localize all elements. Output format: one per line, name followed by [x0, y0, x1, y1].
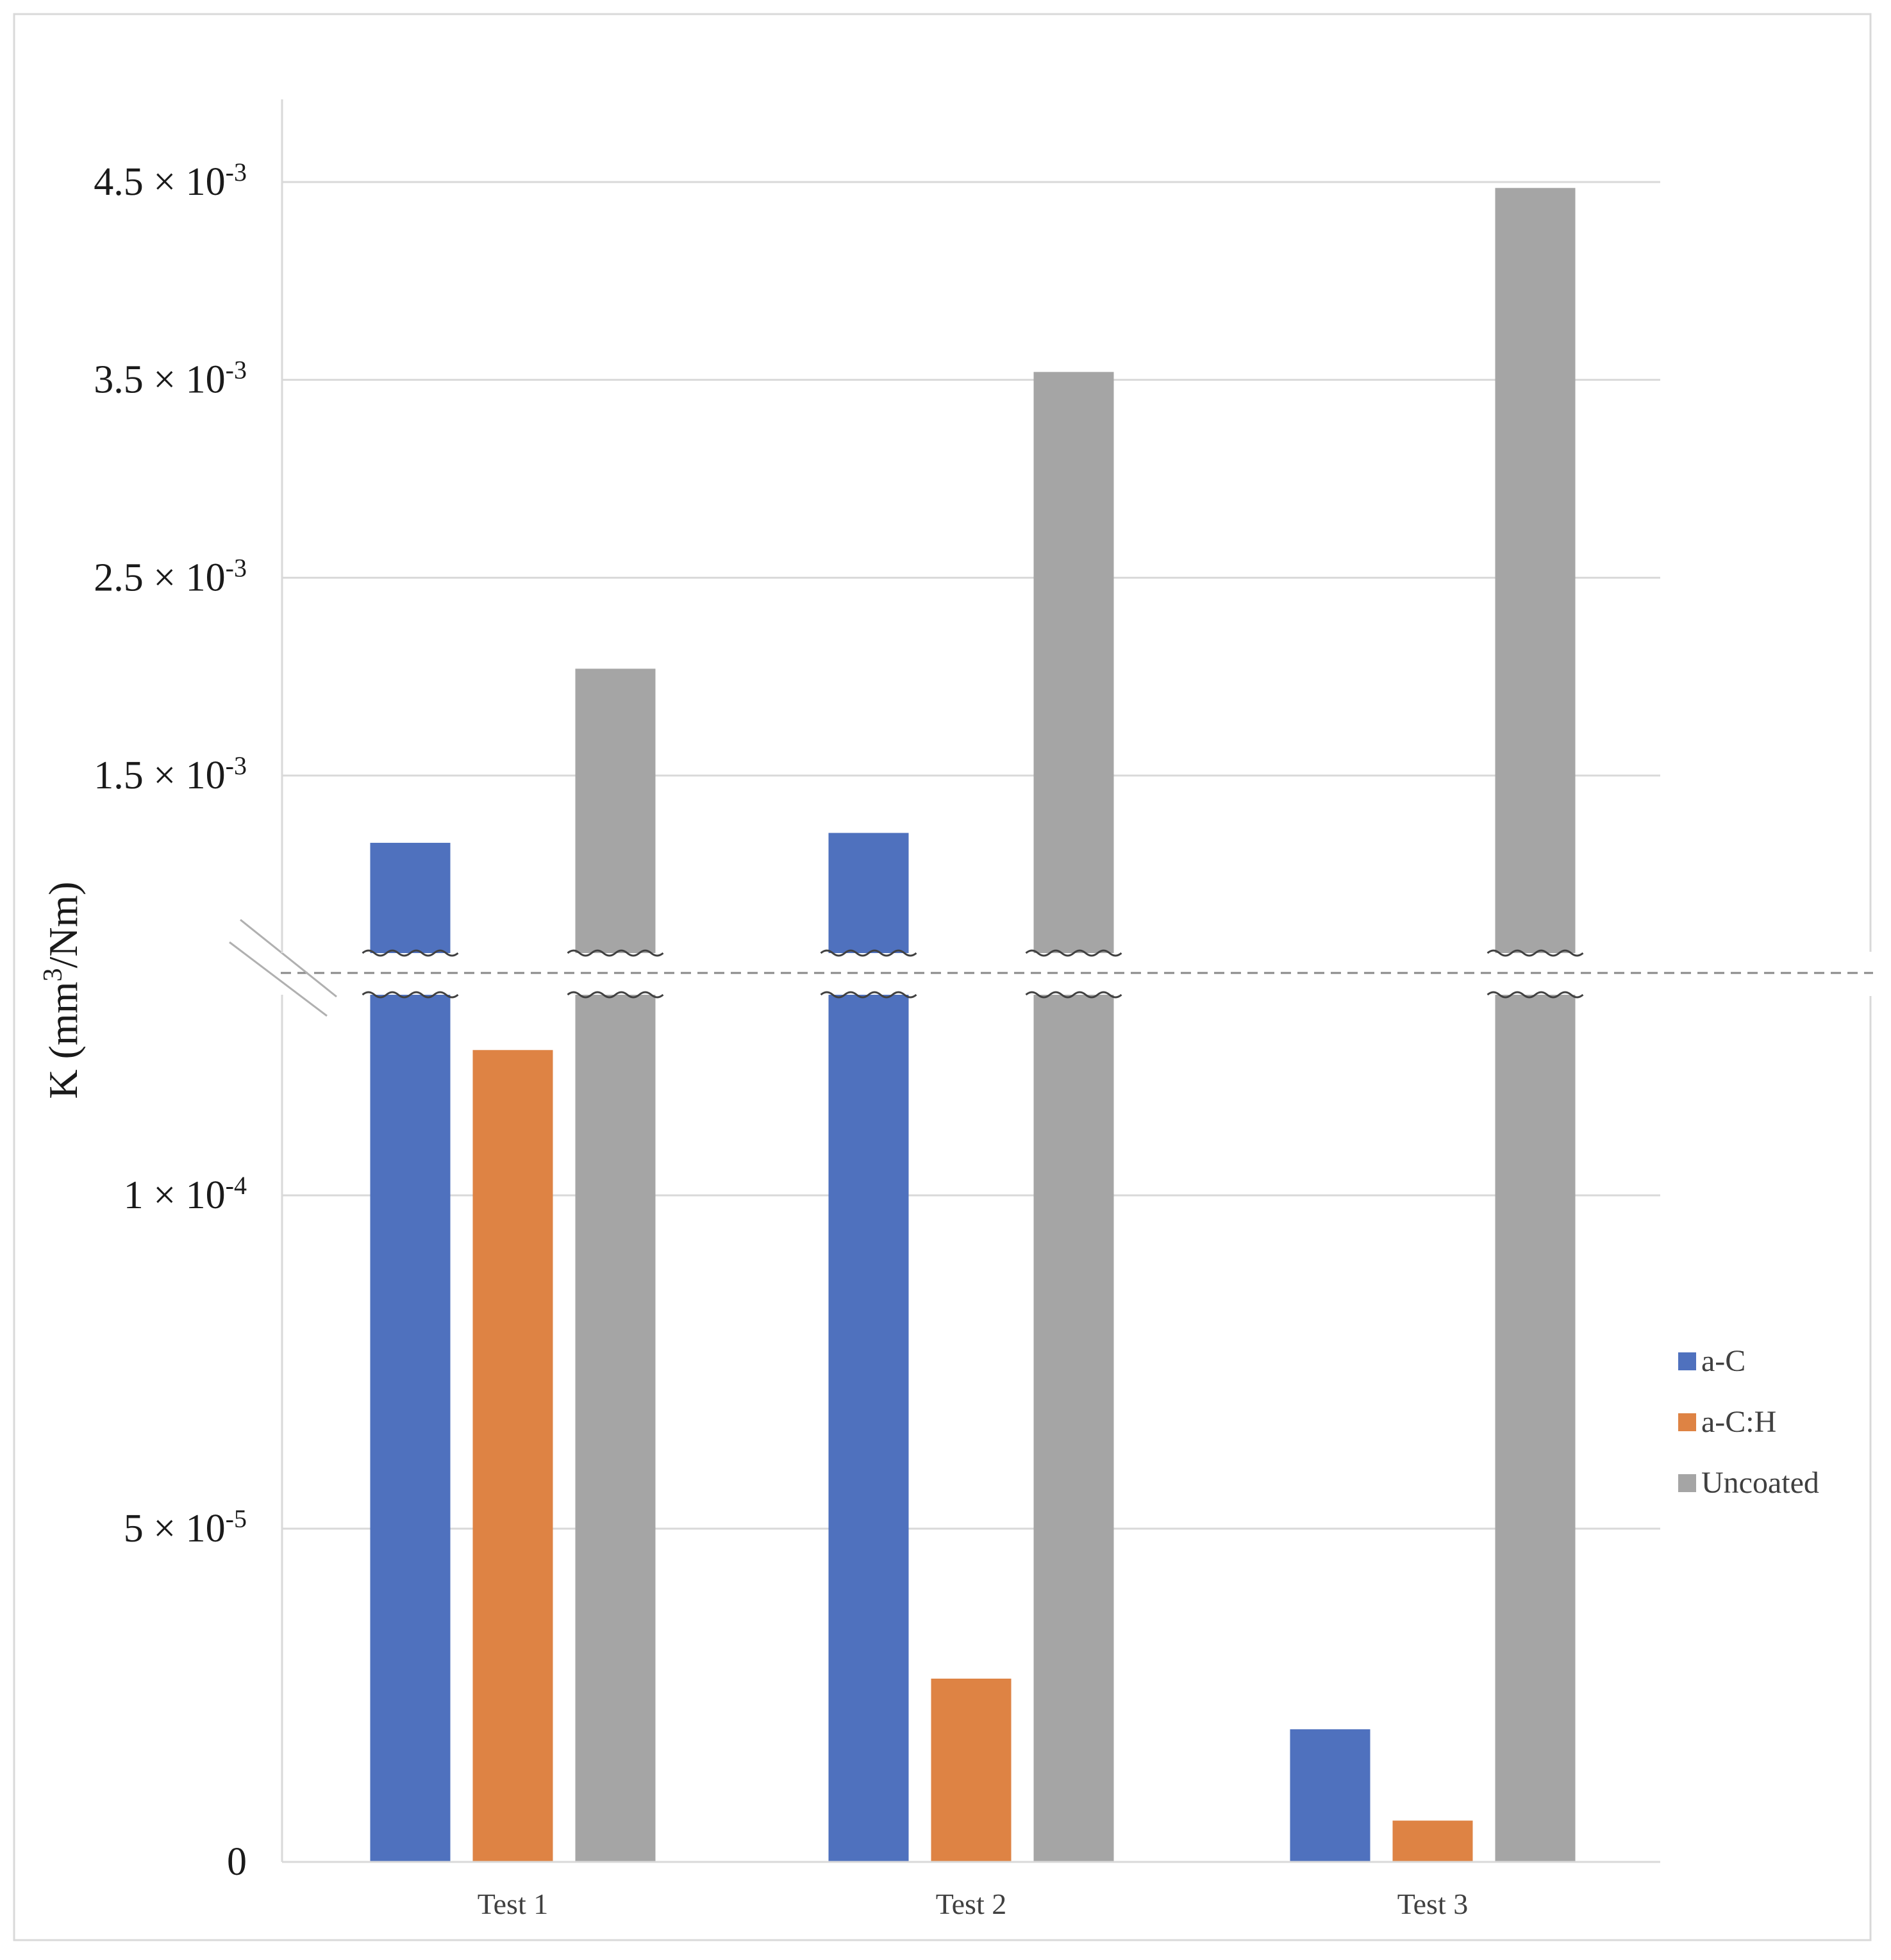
bar-lower-a-c-1 — [370, 995, 451, 1862]
y-tick-label-lower-2-main: 1 × 10 — [124, 1174, 226, 1217]
break-wave-top-0-0 — [362, 949, 459, 957]
bar-a-c-h-3 — [1392, 1820, 1473, 1862]
y-tick-label-upper-2-exponent: -3 — [226, 356, 247, 385]
y-tick-label-lower-0: 0 — [227, 1840, 247, 1884]
y-tick-label-lower-2-exponent: -4 — [226, 1171, 247, 1200]
y-tick-label-upper-3: 4.5 × 10-3 — [94, 158, 247, 204]
y-tick-label-upper-2: 3.5 × 10-3 — [94, 356, 247, 402]
y-axis-title-tail: /Nm) — [40, 881, 86, 968]
legend-label-a-c: a-C — [1701, 1344, 1745, 1378]
bar-lower-uncoated-3 — [1495, 995, 1576, 1862]
break-slash-1 — [240, 918, 337, 998]
bar-a-c-h-1 — [472, 1050, 553, 1862]
bar-upper-a-c-2 — [828, 833, 909, 953]
break-wave-bottom-2-2 — [1487, 991, 1584, 999]
break-wave-top-2-1 — [1025, 949, 1122, 957]
bar-upper-uncoated-3 — [1495, 188, 1576, 953]
tick-labels: 1.5 × 10-32.5 × 10-33.5 × 10-34.5 × 10-3… — [94, 158, 1468, 1920]
y-tick-label-upper-3-exponent: -3 — [226, 158, 247, 187]
legend-swatch-uncoated — [1678, 1474, 1696, 1492]
y-tick-label-upper-2-main: 3.5 × 10 — [94, 358, 225, 402]
y-tick-label-upper-1-main: 2.5 × 10 — [94, 556, 225, 599]
y-tick-label-upper-1-exponent: -3 — [226, 553, 247, 582]
y-tick-label-lower-1-main: 5 × 10 — [124, 1507, 226, 1550]
x-tick-label-2: Test 2 — [936, 1888, 1007, 1920]
y-tick-label-upper-3-main: 4.5 × 10 — [94, 160, 225, 204]
bars — [370, 188, 1576, 1862]
x-tick-label-1: Test 1 — [478, 1888, 549, 1920]
bar-a-c-3 — [1290, 1729, 1370, 1862]
y-tick-label-upper-1: 2.5 × 10-3 — [94, 553, 247, 599]
bar-lower-a-c-2 — [828, 995, 909, 1862]
y-tick-label-upper-0-main: 1.5 × 10 — [94, 754, 225, 797]
y-tick-label-upper-0-exponent: -3 — [226, 751, 247, 780]
axes — [281, 99, 1660, 1863]
break-slash-2 — [229, 941, 328, 1017]
bar-a-c-h-2 — [931, 1679, 1012, 1862]
bar-upper-a-c-1 — [370, 842, 451, 953]
legend-label-uncoated: Uncoated — [1701, 1466, 1819, 1500]
axis-break — [229, 918, 1878, 1017]
y-tick-label-lower-0-main: 0 — [227, 1840, 247, 1884]
break-wave-top-2-2 — [1487, 949, 1584, 957]
bar-upper-uncoated-1 — [575, 669, 656, 953]
legend: a-C a-C:H Uncoated — [1678, 1344, 1819, 1500]
break-wave-bottom-2-1 — [1025, 991, 1122, 999]
bar-upper-uncoated-2 — [1033, 372, 1114, 953]
y-axis-title: K (mm3/Nm) — [38, 881, 86, 1099]
y-tick-label-upper-0: 1.5 × 10-3 — [94, 751, 247, 797]
bar-lower-uncoated-2 — [1033, 995, 1114, 1862]
y-tick-label-lower-1-exponent: -5 — [226, 1504, 247, 1533]
y-tick-label-lower-2: 1 × 10-4 — [124, 1171, 247, 1217]
break-wave-bottom-2-0 — [567, 991, 664, 999]
bar-lower-uncoated-1 — [575, 995, 656, 1862]
y-axis-title-base: K (mm — [40, 982, 86, 1099]
break-wave-bottom-0-1 — [820, 991, 917, 999]
legend-swatch-a-c — [1678, 1352, 1696, 1370]
x-tick-label-3: Test 3 — [1397, 1888, 1469, 1920]
legend-swatch-a-c-h — [1678, 1413, 1696, 1431]
y-axis-title-sup: 3 — [38, 968, 68, 982]
break-wave-top-0-1 — [820, 949, 917, 957]
break-wave-bottom-0-0 — [362, 991, 459, 999]
legend-label-a-c-h: a-C:H — [1701, 1405, 1776, 1439]
chart-border — [13, 13, 1872, 1941]
break-wave-top-2-0 — [567, 949, 664, 957]
y-tick-label-lower-1: 5 × 10-5 — [124, 1504, 247, 1550]
